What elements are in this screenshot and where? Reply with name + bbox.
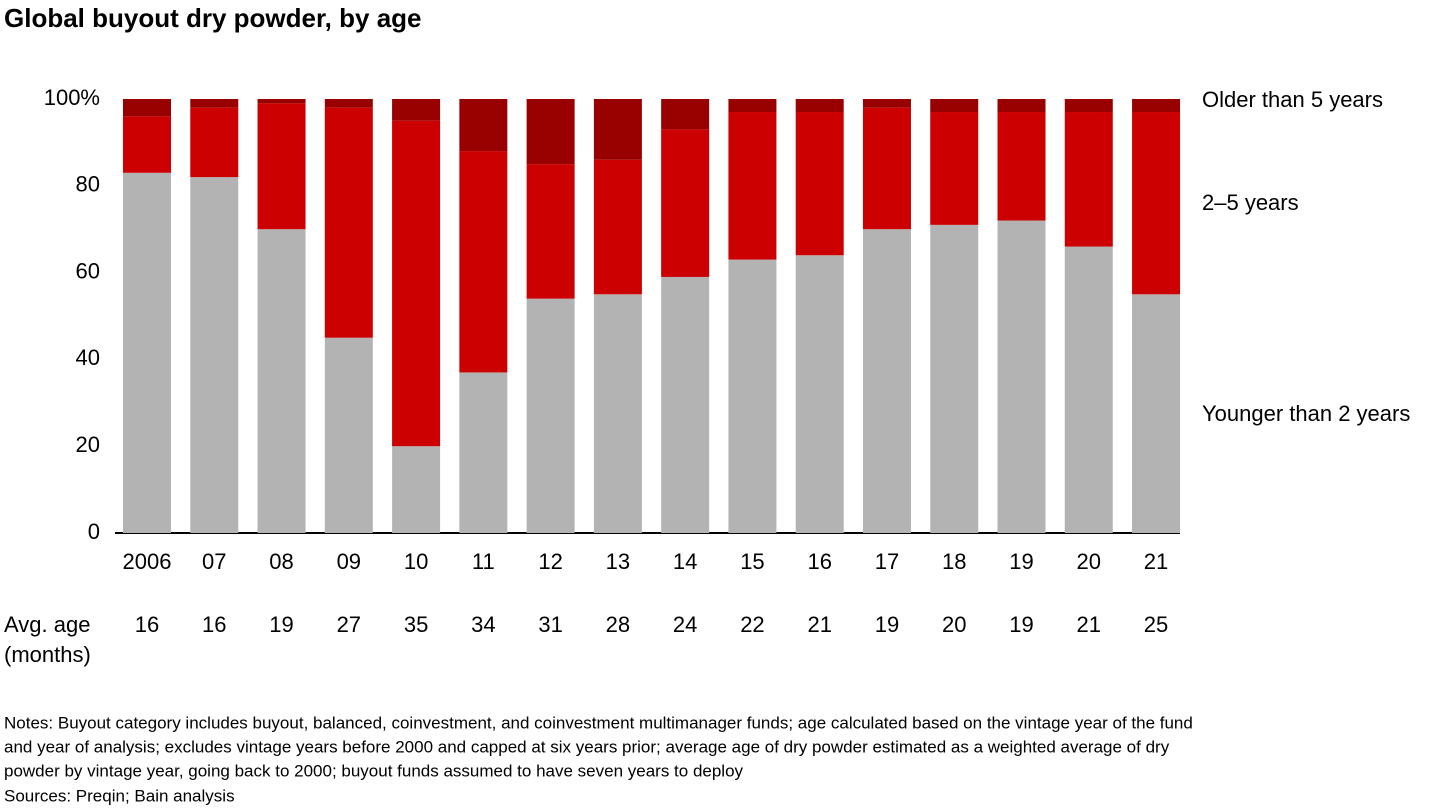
x-tick-label: 08	[269, 549, 293, 574]
bar-segment	[997, 220, 1046, 533]
y-tick-label: 20	[76, 432, 100, 457]
avg-age-value: 19	[875, 612, 899, 637]
x-tick-label: 21	[1144, 549, 1168, 574]
x-tick-label: 20	[1077, 549, 1101, 574]
bar-segment	[324, 107, 373, 338]
note: powder by vintage year, going back to 20…	[4, 761, 744, 780]
avg-age-label: Avg. age	[4, 612, 90, 637]
x-tick-label: 2006	[123, 549, 172, 574]
bar-segment	[1132, 112, 1181, 295]
bar-segment	[593, 159, 642, 295]
bar-segment	[1132, 294, 1181, 533]
bar-segment	[324, 337, 373, 533]
bar-segment	[930, 224, 979, 534]
source: Sources: Preqin; Bain analysis	[4, 786, 235, 805]
avg-age-value: 16	[202, 612, 226, 637]
bar-segment	[123, 116, 171, 173]
x-tick-label: 13	[606, 549, 630, 574]
avg-age-value: 25	[1144, 612, 1168, 637]
bar-segment	[661, 99, 710, 130]
avg-age-value: 34	[471, 612, 495, 637]
bar-segment	[862, 229, 911, 533]
bar-segment	[190, 99, 239, 108]
avg-age-value: 22	[740, 612, 764, 637]
avg-age-value: 20	[942, 612, 966, 637]
avg-age-value: 28	[606, 612, 630, 637]
avg-age-value: 24	[673, 612, 697, 637]
avg-age-value: 21	[807, 612, 831, 637]
bar-segment	[593, 99, 642, 160]
bar-segment	[795, 99, 844, 113]
bar-segment	[795, 255, 844, 534]
y-tick-label: 40	[76, 345, 100, 370]
legend-label: Younger than 2 years	[1202, 401, 1410, 426]
avg-age-value: 27	[337, 612, 361, 637]
bar-segment	[526, 99, 575, 165]
bar-segment	[1064, 112, 1113, 247]
bar-segment	[795, 112, 844, 256]
bar-segment	[728, 259, 777, 533]
legend-label: 2–5 years	[1202, 190, 1299, 215]
x-tick-label: 16	[807, 549, 831, 574]
bar-segment	[1064, 246, 1113, 533]
bar-segment	[930, 99, 979, 113]
bar-segment	[392, 99, 441, 121]
x-tick-label: 19	[1009, 549, 1033, 574]
note: Notes: Buyout category includes buyout, …	[4, 713, 1193, 732]
x-tick-label: 10	[404, 549, 428, 574]
avg-age-value: 35	[404, 612, 428, 637]
y-tick-label: 80	[76, 172, 100, 197]
bar-segment	[1064, 99, 1113, 113]
y-tick-label: 0	[88, 519, 100, 544]
bar-segment	[257, 99, 306, 104]
bar-segment	[459, 372, 508, 533]
bar-segment	[728, 112, 777, 260]
avg-age-value: 31	[538, 612, 562, 637]
x-tick-label: 15	[740, 549, 764, 574]
avg-age-value: 21	[1077, 612, 1101, 637]
x-tick-label: 07	[202, 549, 226, 574]
y-tick-label: 100%	[44, 85, 100, 110]
x-tick-label: 12	[538, 549, 562, 574]
bar-segment	[190, 107, 239, 178]
bar-segment	[123, 99, 171, 117]
bar-segment	[862, 107, 911, 230]
bar-segment	[123, 172, 171, 533]
bar-segment	[930, 112, 979, 225]
bar-segment	[997, 112, 1046, 221]
bar-segment	[862, 99, 911, 108]
bar-segment	[257, 229, 306, 533]
avg-age-value: 19	[269, 612, 293, 637]
bar-segment	[661, 276, 710, 533]
avg-age-value: 16	[135, 612, 159, 637]
x-tick-label: 17	[875, 549, 899, 574]
bar-segment	[526, 164, 575, 299]
x-tick-label: 18	[942, 549, 966, 574]
x-tick-label: 11	[472, 549, 495, 574]
bar-segment	[661, 129, 710, 277]
bar-segment	[459, 151, 508, 373]
legend-label: Older than 5 years	[1202, 87, 1383, 112]
bar-segment	[1132, 99, 1181, 113]
bar-segment	[257, 103, 306, 230]
bar-segment	[526, 298, 575, 533]
x-tick-label: 09	[337, 549, 361, 574]
y-tick-label: 60	[76, 258, 100, 283]
chart-title: Global buyout dry powder, by age	[4, 3, 422, 33]
bar-segment	[392, 446, 441, 533]
bar-segment	[324, 99, 373, 108]
note: and year of analysis; excludes vintage y…	[4, 737, 1170, 756]
bar-segment	[997, 99, 1046, 113]
x-tick-label: 14	[673, 549, 697, 574]
bar-segment	[392, 120, 441, 447]
bar-segment	[728, 99, 777, 113]
bar-segment	[593, 294, 642, 533]
avg-age-value: 19	[1009, 612, 1033, 637]
avg-age-label: (months)	[4, 642, 91, 667]
bar-segment	[190, 177, 239, 533]
bar-segment	[459, 99, 508, 152]
